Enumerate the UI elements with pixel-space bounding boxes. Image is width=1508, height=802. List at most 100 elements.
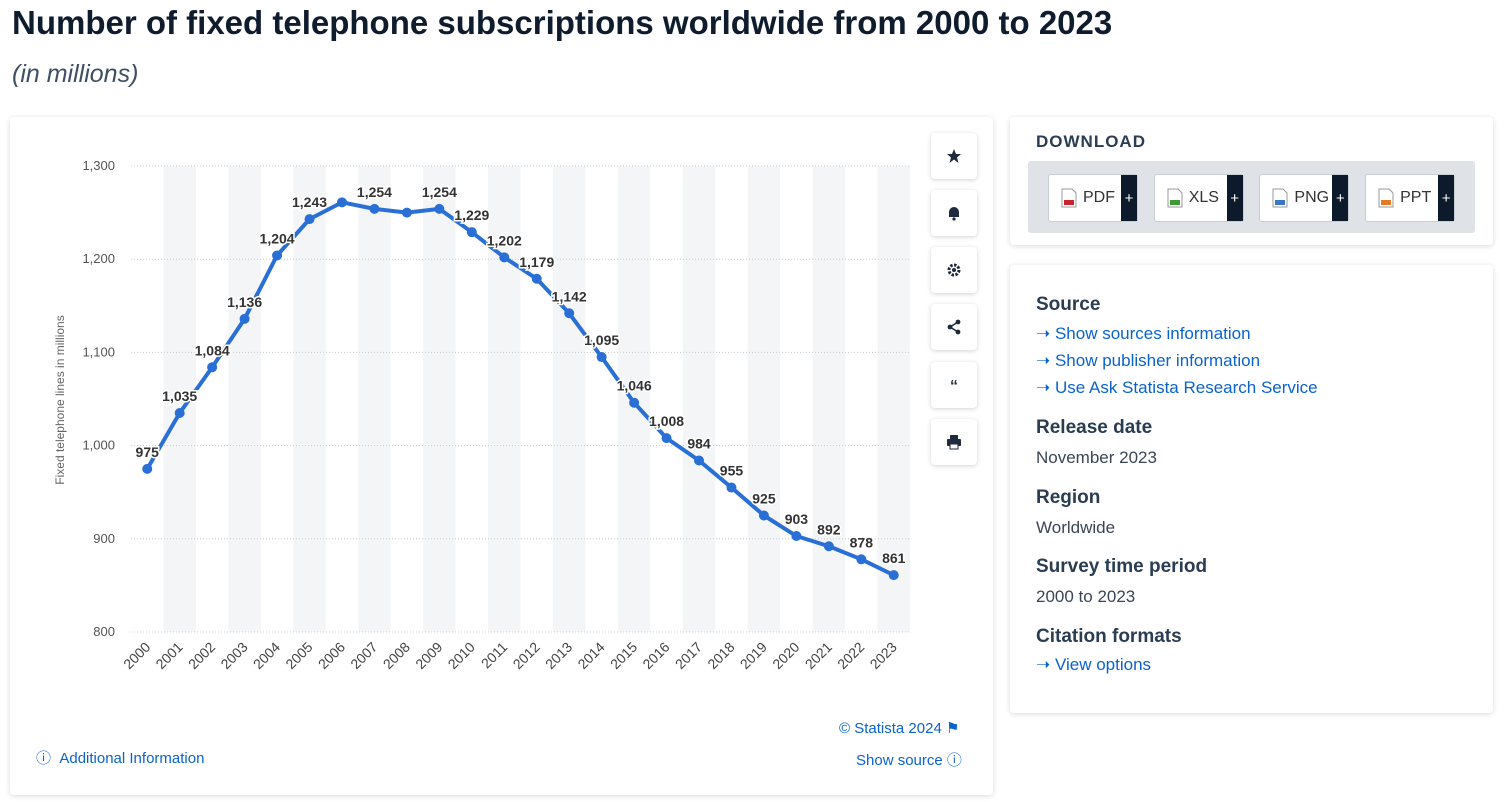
data-point — [596, 352, 607, 363]
x-tick-label: 2006 — [315, 639, 348, 672]
page-title: Number of fixed telephone subscriptions … — [12, 4, 1113, 41]
plus-tab: + — [1332, 175, 1349, 221]
column-band — [682, 166, 716, 632]
x-tick-label: 2004 — [250, 639, 283, 672]
source-link[interactable]: ➝ Use Ask Statista Research Service — [1036, 378, 1318, 397]
download-button[interactable]: PDF + — [1048, 174, 1138, 222]
source-link-text: Show publisher information — [1054, 351, 1261, 370]
x-tick-label: 2010 — [445, 639, 478, 672]
value-label: 1,254 — [357, 184, 392, 200]
release-heading: Release date — [1036, 417, 1153, 438]
x-tick-label: 2009 — [412, 639, 445, 672]
column-band — [423, 166, 456, 632]
value-label: 1,084 — [195, 342, 230, 358]
value-label: 903 — [785, 511, 809, 527]
data-point — [207, 362, 218, 373]
value-label: 955 — [720, 463, 744, 479]
data-point — [142, 463, 153, 474]
x-tick-label: 2003 — [217, 639, 250, 672]
data-point — [856, 554, 867, 565]
details-card — [1010, 265, 1493, 713]
data-point — [239, 313, 250, 324]
data-point — [564, 308, 575, 319]
share-button[interactable] — [931, 304, 977, 350]
source-link-text: Show sources information — [1054, 324, 1251, 343]
x-tick-label: 2017 — [672, 639, 705, 672]
data-point — [336, 197, 347, 208]
y-tick-label: 1,300 — [82, 158, 115, 173]
source-link[interactable]: ➝ Show publisher information — [1036, 351, 1261, 370]
column-band — [293, 166, 326, 632]
column-band — [228, 166, 261, 632]
y-axis-label: Fixed telephone lines in millions — [53, 315, 67, 484]
x-tick-label: 2013 — [542, 639, 575, 672]
show-source-text: Show source — [856, 752, 943, 769]
value-label: 1,179 — [519, 254, 554, 270]
value-label: 1,243 — [292, 194, 327, 210]
x-tick-label: 2000 — [120, 639, 153, 672]
data-point — [661, 433, 672, 444]
data-point — [726, 482, 737, 493]
print-button[interactable] — [931, 419, 977, 465]
region-heading: Region — [1036, 487, 1101, 508]
x-tick-label: 2021 — [802, 639, 835, 672]
additional-info-text: Additional Information — [59, 750, 205, 767]
x-tick-label: 2008 — [380, 639, 413, 672]
data-point — [304, 214, 315, 225]
page-subtitle: (in millions) — [12, 60, 139, 88]
download-button[interactable]: XLS + — [1153, 174, 1244, 222]
value-label: 1,229 — [454, 207, 489, 223]
data-point — [791, 531, 802, 542]
release-value: November 2023 — [1036, 448, 1157, 467]
value-label: 984 — [687, 436, 711, 452]
citation-link[interactable]: ➝ View options — [1036, 655, 1152, 674]
period-heading: Survey time period — [1036, 556, 1208, 577]
additional-info[interactable]: ⓘ Additional Information — [36, 750, 205, 767]
column-band — [812, 166, 846, 632]
x-tick-label: 2023 — [867, 639, 900, 672]
alert-button[interactable] — [931, 190, 977, 236]
x-tick-label: 2019 — [737, 639, 770, 672]
data-point — [823, 541, 834, 552]
value-label: 1,035 — [162, 388, 197, 404]
download-button[interactable]: PPT + — [1365, 174, 1456, 222]
citation-link-text: View options — [1054, 655, 1152, 674]
data-point — [434, 203, 445, 214]
download-format: PNG — [1294, 189, 1330, 206]
citation-heading: Citation formats — [1036, 626, 1182, 647]
period-value: 2000 to 2023 — [1036, 587, 1136, 606]
value-label: 925 — [752, 491, 776, 507]
value-label: 1,046 — [617, 378, 652, 394]
x-tick-label: 2015 — [607, 639, 640, 672]
column-band — [488, 166, 521, 632]
data-point — [694, 455, 705, 466]
x-tick-label: 2005 — [282, 639, 315, 672]
data-point — [629, 397, 640, 408]
download-format: PPT — [1400, 189, 1432, 206]
value-label: 1,008 — [649, 413, 684, 429]
value-label: 861 — [882, 550, 906, 566]
copyright[interactable]: © Statista 2024 ⚑ — [839, 720, 960, 737]
column-band — [877, 166, 910, 632]
show-source[interactable]: Show source ⓘ — [856, 752, 962, 769]
column-band — [552, 166, 586, 632]
value-label: 1,136 — [227, 294, 262, 310]
data-point — [174, 407, 185, 418]
value-label: 1,204 — [260, 230, 295, 246]
download-format: XLS — [1188, 189, 1219, 206]
settings-button[interactable] — [931, 247, 977, 293]
source-link[interactable]: ➝ Show sources information — [1036, 324, 1251, 343]
cite-button[interactable]: “ — [931, 362, 977, 408]
value-label: 1,254 — [422, 184, 457, 200]
data-point — [369, 203, 380, 214]
x-tick-label: 2011 — [478, 639, 511, 672]
download-format: PDF — [1083, 189, 1115, 206]
data-point — [888, 570, 899, 581]
data-point — [758, 510, 769, 521]
favorite-button[interactable] — [931, 133, 977, 179]
x-tick-label: 2016 — [639, 639, 672, 672]
data-point — [466, 227, 477, 238]
download-button[interactable]: PNG + — [1259, 174, 1350, 222]
data-point — [401, 207, 412, 218]
